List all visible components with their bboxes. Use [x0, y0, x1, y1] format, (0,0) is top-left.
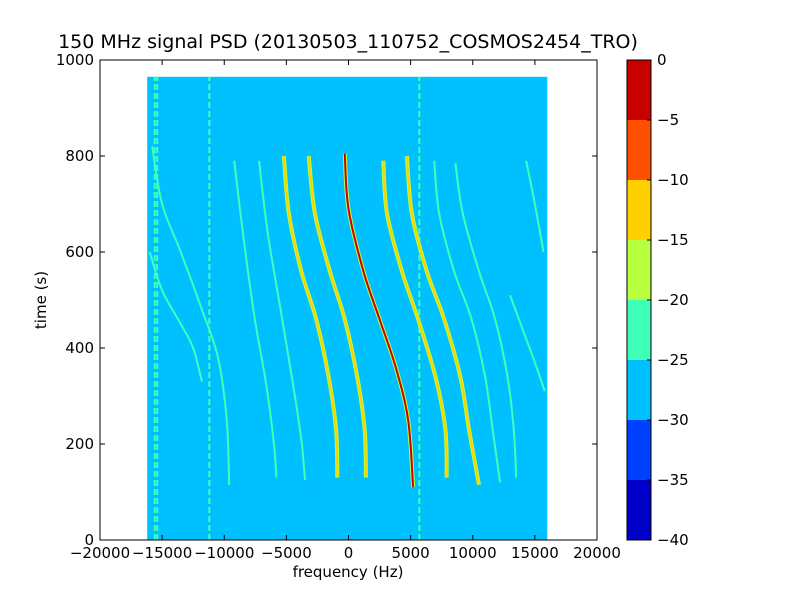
colorbar-bin: [627, 240, 651, 300]
colorbar-tick-label: −25: [657, 351, 689, 369]
x-tick-label: 15000: [511, 544, 559, 562]
spectrogram-background: [147, 76, 548, 541]
colorbar-bin: [627, 120, 651, 180]
signal-traces-layer: [148, 146, 546, 488]
signal-trace: [148, 251, 203, 382]
x-tick-label: 20000: [573, 544, 621, 562]
colorbar-bins: [627, 60, 651, 540]
x-tick-label: 5000: [392, 544, 430, 562]
colorbar-tick-label: −5: [657, 111, 679, 129]
signal-trace: [405, 155, 480, 485]
x-tick-label: 0: [344, 544, 354, 562]
plot-area: −20000 −15000 −10000 −5000 0 5000 10000 15000 20…: [56, 51, 621, 562]
chart-title: 150 MHz signal PSD (20130503_110752_COSM…: [58, 31, 638, 53]
colorbar-tick-label: −40: [657, 531, 689, 549]
x-tick-label: 10000: [449, 544, 497, 562]
x-tick-label: −20000: [70, 544, 130, 562]
y-tick-label: 1000: [56, 51, 94, 69]
colorbar-bin: [627, 180, 651, 240]
y-tick-label: 200: [65, 435, 94, 453]
colorbar-ticks: 0 −5 −10 −15 −20 −25 −30 −35 −40: [647, 51, 689, 549]
signal-trace: [233, 160, 278, 478]
colorbar-tick-label: −20: [657, 291, 689, 309]
signal-trace: [343, 153, 415, 488]
colorbar-tick-label: −35: [657, 471, 689, 489]
colorbar-bin: [627, 300, 651, 360]
x-tick-label: −5000: [261, 544, 312, 562]
colorbar-tick-label: −15: [657, 231, 689, 249]
colorbar-bin: [627, 480, 651, 540]
signal-trace: [454, 163, 518, 478]
signal-trace: [382, 160, 448, 478]
colorbar-bin: [627, 420, 651, 480]
x-tick-label: −15000: [132, 544, 192, 562]
signal-trace: [433, 160, 502, 483]
y-tick-label: 400: [65, 339, 94, 357]
y-tick-label: 600: [65, 243, 94, 261]
y-axis-ticks: 0 200 400 600 800 1000: [56, 51, 597, 549]
colorbar-tick-label: −30: [657, 411, 689, 429]
colorbar-tick-label: −10: [657, 171, 689, 189]
colorbar-bin: [627, 60, 651, 120]
signal-trace: [525, 160, 545, 253]
y-tick-label: 800: [65, 147, 94, 165]
y-axis-label: time (s): [32, 271, 50, 329]
vertical-lines-layer: [153, 76, 421, 540]
colorbar-tick-label: 0: [657, 51, 667, 69]
y-tick-label: 0: [84, 531, 94, 549]
signal-trace: [258, 160, 307, 481]
colorbar-bin: [627, 360, 651, 420]
x-axis-ticks: −20000 −15000 −10000 −5000 0 5000 10000 15000 20…: [70, 60, 621, 562]
signal-trace: [151, 146, 231, 485]
signal-trace: [282, 155, 339, 478]
signal-trace: [509, 294, 546, 392]
x-tick-label: −10000: [194, 544, 254, 562]
signal-trace: [307, 155, 367, 478]
colorbar: 0 −5 −10 −15 −20 −25 −30 −35 −40: [626, 51, 689, 549]
x-axis-label: frequency (Hz): [293, 563, 404, 581]
